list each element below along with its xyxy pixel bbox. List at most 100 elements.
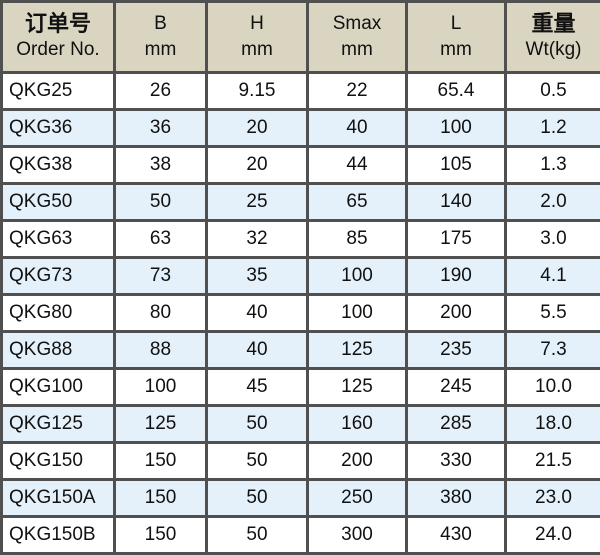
table-cell: 380 xyxy=(405,478,507,518)
table-cell: QKG125 xyxy=(0,404,116,444)
table-cell: QKG150A xyxy=(0,478,116,518)
table-row: QKG150B 150 50 300 430 24.0 xyxy=(0,515,600,555)
table-cell: 1.3 xyxy=(504,145,600,185)
table-cell: 50 xyxy=(113,182,208,222)
table-cell: 32 xyxy=(205,219,309,259)
table-cell: 160 xyxy=(306,404,408,444)
table-cell: 22 xyxy=(306,71,408,111)
table-row: QKG50 50 25 65 140 2.0 xyxy=(0,182,600,222)
table-cell: 44 xyxy=(306,145,408,185)
table-cell: QKG150 xyxy=(0,441,116,481)
table-cell: 245 xyxy=(405,367,507,407)
table-cell: 150 xyxy=(113,478,208,518)
table-cell: 4.1 xyxy=(504,256,600,296)
table-cell: QKG80 xyxy=(0,293,116,333)
table-cell: 9.15 xyxy=(205,71,309,111)
table-cell: 50 xyxy=(205,515,309,555)
header-line1: 重量 xyxy=(531,11,576,36)
header-line2: mm xyxy=(440,39,472,60)
table-row: QKG36 36 20 40 100 1.2 xyxy=(0,108,600,148)
table-cell: 40 xyxy=(306,108,408,148)
header-line2: mm xyxy=(144,39,177,60)
table-cell: 430 xyxy=(405,515,507,555)
table-cell: QKG36 xyxy=(0,108,116,148)
table-row: QKG25 26 9.15 22 65.4 0.5 xyxy=(0,71,600,111)
table-cell: 100 xyxy=(113,367,208,407)
table-cell: 20 xyxy=(205,145,309,185)
table-cell: 26 xyxy=(113,71,208,111)
table-cell: 330 xyxy=(405,441,507,481)
table-row: QKG38 38 20 44 105 1.3 xyxy=(0,145,600,185)
table-cell: 300 xyxy=(306,515,408,555)
table-cell: 285 xyxy=(405,404,507,444)
table-cell: 35 xyxy=(205,256,309,296)
table-cell: 5.5 xyxy=(504,293,600,333)
table-cell: 73 xyxy=(113,256,208,296)
table-cell: 65.4 xyxy=(405,71,507,111)
table-cell: 50 xyxy=(205,478,309,518)
table-cell: QKG38 xyxy=(0,145,116,185)
table-cell: 50 xyxy=(205,404,309,444)
table-cell: QKG25 xyxy=(0,71,116,111)
table-cell: QKG88 xyxy=(0,330,116,370)
table-cell: 175 xyxy=(405,219,507,259)
table-cell: 24.0 xyxy=(504,515,600,555)
table-cell: 25 xyxy=(205,182,309,222)
table-cell: 63 xyxy=(113,219,208,259)
table-cell: 7.3 xyxy=(504,330,600,370)
table-cell: 38 xyxy=(113,145,208,185)
table-cell: 85 xyxy=(306,219,408,259)
column-header: 重量 Wt(kg) xyxy=(504,0,600,74)
table-cell: 125 xyxy=(306,367,408,407)
table-cell: 40 xyxy=(205,330,309,370)
column-header: Smax mm xyxy=(306,0,408,74)
table-cell: 88 xyxy=(113,330,208,370)
table-row: QKG63 63 32 85 175 3.0 xyxy=(0,219,600,259)
column-header: 订单号 Order No. xyxy=(0,0,116,74)
table-cell: 140 xyxy=(405,182,507,222)
table-row: QKG80 80 40 100 200 5.5 xyxy=(0,293,600,333)
table-cell: QKG73 xyxy=(0,256,116,296)
table-cell: 18.0 xyxy=(504,404,600,444)
table-cell: 125 xyxy=(113,404,208,444)
table-row: QKG100 100 45 125 245 10.0 xyxy=(0,367,600,407)
table-cell: 23.0 xyxy=(504,478,600,518)
table-cell: 36 xyxy=(113,108,208,148)
table-cell: 235 xyxy=(405,330,507,370)
table-cell: 150 xyxy=(113,441,208,481)
table-cell: QKG100 xyxy=(0,367,116,407)
table-cell: 21.5 xyxy=(504,441,600,481)
table-cell: 100 xyxy=(405,108,507,148)
table-cell: 45 xyxy=(205,367,309,407)
header-line2: mm xyxy=(241,39,273,60)
table-cell: 2.0 xyxy=(504,182,600,222)
table-cell: 20 xyxy=(205,108,309,148)
table-cell: 1.2 xyxy=(504,108,600,148)
header-line1: B xyxy=(154,13,167,34)
header-line1: Smax xyxy=(332,13,382,34)
table-cell: 200 xyxy=(306,441,408,481)
header-line2: Order No. xyxy=(16,39,100,60)
table-cell: QKG50 xyxy=(0,182,116,222)
table-row: QKG150A 150 50 250 380 23.0 xyxy=(0,478,600,518)
header-line1: L xyxy=(450,13,462,34)
table-cell: QKG63 xyxy=(0,219,116,259)
table-row: QKG125 125 50 160 285 18.0 xyxy=(0,404,600,444)
table-cell: 10.0 xyxy=(504,367,600,407)
table-cell: 50 xyxy=(205,441,309,481)
header-line1: H xyxy=(250,13,264,34)
header-line2: mm xyxy=(341,39,373,60)
table-cell: 190 xyxy=(405,256,507,296)
table-row: QKG73 73 35 100 190 4.1 xyxy=(0,256,600,296)
table-cell: 250 xyxy=(306,478,408,518)
table-row: QKG150 150 50 200 330 21.5 xyxy=(0,441,600,481)
header-line2: Wt(kg) xyxy=(525,39,582,60)
table-cell: 40 xyxy=(205,293,309,333)
table-cell: 3.0 xyxy=(504,219,600,259)
table-cell: 150 xyxy=(113,515,208,555)
header-line1: 订单号 xyxy=(24,11,91,36)
table-cell: QKG150B xyxy=(0,515,116,555)
